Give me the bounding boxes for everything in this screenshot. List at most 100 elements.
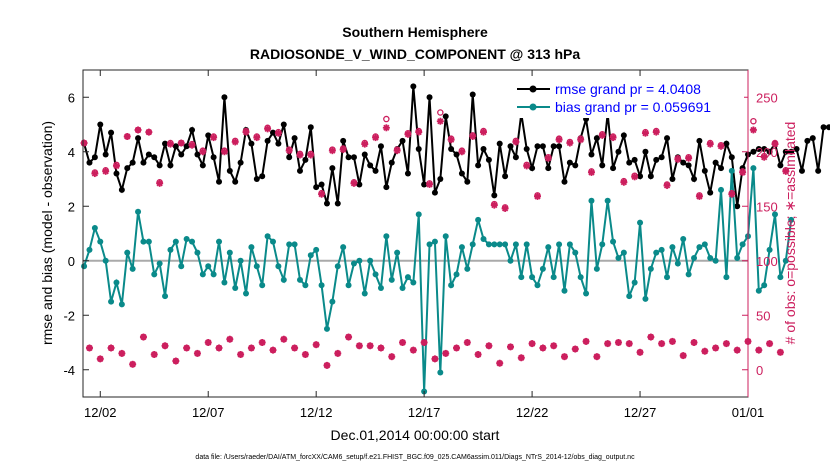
bias-point [680, 235, 687, 242]
rmse-point [820, 124, 827, 131]
bias-point [566, 241, 573, 248]
assimilated-obs-marker [426, 180, 434, 188]
assimilated-obs-marker [237, 350, 245, 358]
rmse-point [653, 156, 660, 163]
assimilated-obs-marker [722, 340, 730, 348]
bias-point [642, 295, 649, 302]
bias-point [669, 244, 676, 251]
assimilated-obs-marker [614, 339, 622, 346]
assimilated-obs-marker [274, 129, 282, 137]
rmse-point [750, 148, 757, 155]
bias-point [140, 238, 147, 245]
rmse-point [264, 137, 271, 144]
assimilated-obs-marker [334, 349, 342, 357]
assimilated-obs-marker [701, 347, 709, 355]
rmse-point [124, 165, 131, 172]
rmse-point [280, 121, 287, 128]
bias-point [485, 241, 492, 248]
assimilated-obs-marker [134, 126, 142, 134]
assimilated-obs-marker [161, 342, 169, 350]
bias-point [529, 274, 536, 281]
y2-tick-label: 100 [756, 254, 778, 269]
assimilated-obs-marker [587, 168, 595, 176]
assimilated-obs-marker [550, 342, 558, 350]
bias-point [156, 260, 163, 267]
rmse-point [755, 146, 762, 153]
bias-point [81, 263, 88, 270]
bias-point [502, 241, 509, 248]
rmse-point [340, 137, 347, 144]
assimilated-obs-marker [782, 167, 790, 175]
assimilated-obs-marker [463, 339, 471, 346]
rmse-point [637, 173, 644, 180]
bias-point [264, 233, 271, 240]
bias-point [232, 285, 239, 291]
rmse-point [658, 154, 665, 161]
bias-point [518, 274, 525, 281]
rmse-point [350, 154, 357, 161]
assimilated-obs-marker [652, 128, 660, 136]
bias-point [404, 274, 411, 281]
bias-point [610, 238, 617, 245]
assimilated-obs-marker [188, 141, 196, 149]
assimilated-obs-marker [712, 344, 720, 352]
assimilated-obs-marker [490, 201, 498, 209]
bias-point [167, 246, 174, 253]
bias-point [593, 265, 600, 272]
rmse-point [798, 167, 805, 174]
bias-point [723, 274, 730, 281]
assimilated-obs-marker [226, 335, 234, 343]
rmse-point [404, 170, 411, 177]
bias-point [766, 246, 773, 253]
assimilated-obs-marker [264, 125, 272, 133]
assimilated-obs-marker [507, 343, 514, 351]
assimilated-obs-marker [523, 162, 531, 170]
assimilated-obs-marker [755, 346, 763, 354]
rmse-point [172, 143, 179, 150]
assimilated-obs-marker [139, 333, 147, 341]
assimilated-obs-marker [96, 355, 104, 363]
rmse-point [91, 154, 98, 161]
assimilated-obs-marker [663, 182, 671, 190]
bias-point [658, 246, 665, 253]
bias-point [761, 282, 768, 289]
bias-point [550, 274, 557, 281]
bias-point [728, 167, 735, 174]
rmse-point [815, 167, 822, 174]
rmse-point [561, 178, 568, 185]
bias-point [145, 238, 152, 245]
possible-obs-marker [383, 115, 390, 123]
assimilated-obs-marker [485, 342, 493, 350]
bias-point [113, 279, 120, 286]
rmse-point [453, 151, 460, 158]
assimilated-obs-marker [166, 140, 174, 148]
rmse-point [534, 143, 541, 150]
rmse-point [291, 135, 298, 142]
assimilated-obs-marker [107, 344, 115, 352]
rmse-point [189, 126, 196, 133]
rmse-point [253, 176, 260, 182]
assimilated-obs-marker [350, 179, 358, 187]
bias-point [221, 279, 228, 286]
rmse-point [216, 178, 223, 185]
assimilated-obs-marker [631, 173, 639, 181]
bias-point [372, 271, 379, 278]
rmse-point [318, 181, 325, 188]
assimilated-obs-marker [668, 337, 676, 345]
rmse-point [696, 137, 703, 144]
bias-point [782, 257, 789, 264]
rmse-point [507, 143, 514, 150]
bias-point [615, 255, 622, 262]
x-tick-label: 12/27 [624, 405, 657, 420]
y-tick-label: 6 [68, 90, 75, 105]
rmse-point [707, 189, 714, 196]
rmse-point [108, 129, 115, 136]
assimilated-obs-marker [231, 138, 239, 146]
bias-point [124, 249, 131, 256]
assimilated-obs-marker [593, 353, 601, 361]
assimilated-obs-marker [474, 350, 482, 358]
x-tick-label: 12/02 [84, 405, 117, 420]
y-axis-left: -4 -2 0 2 4 6 [63, 90, 89, 378]
rmse-point [415, 146, 422, 153]
rmse-point [356, 181, 363, 188]
